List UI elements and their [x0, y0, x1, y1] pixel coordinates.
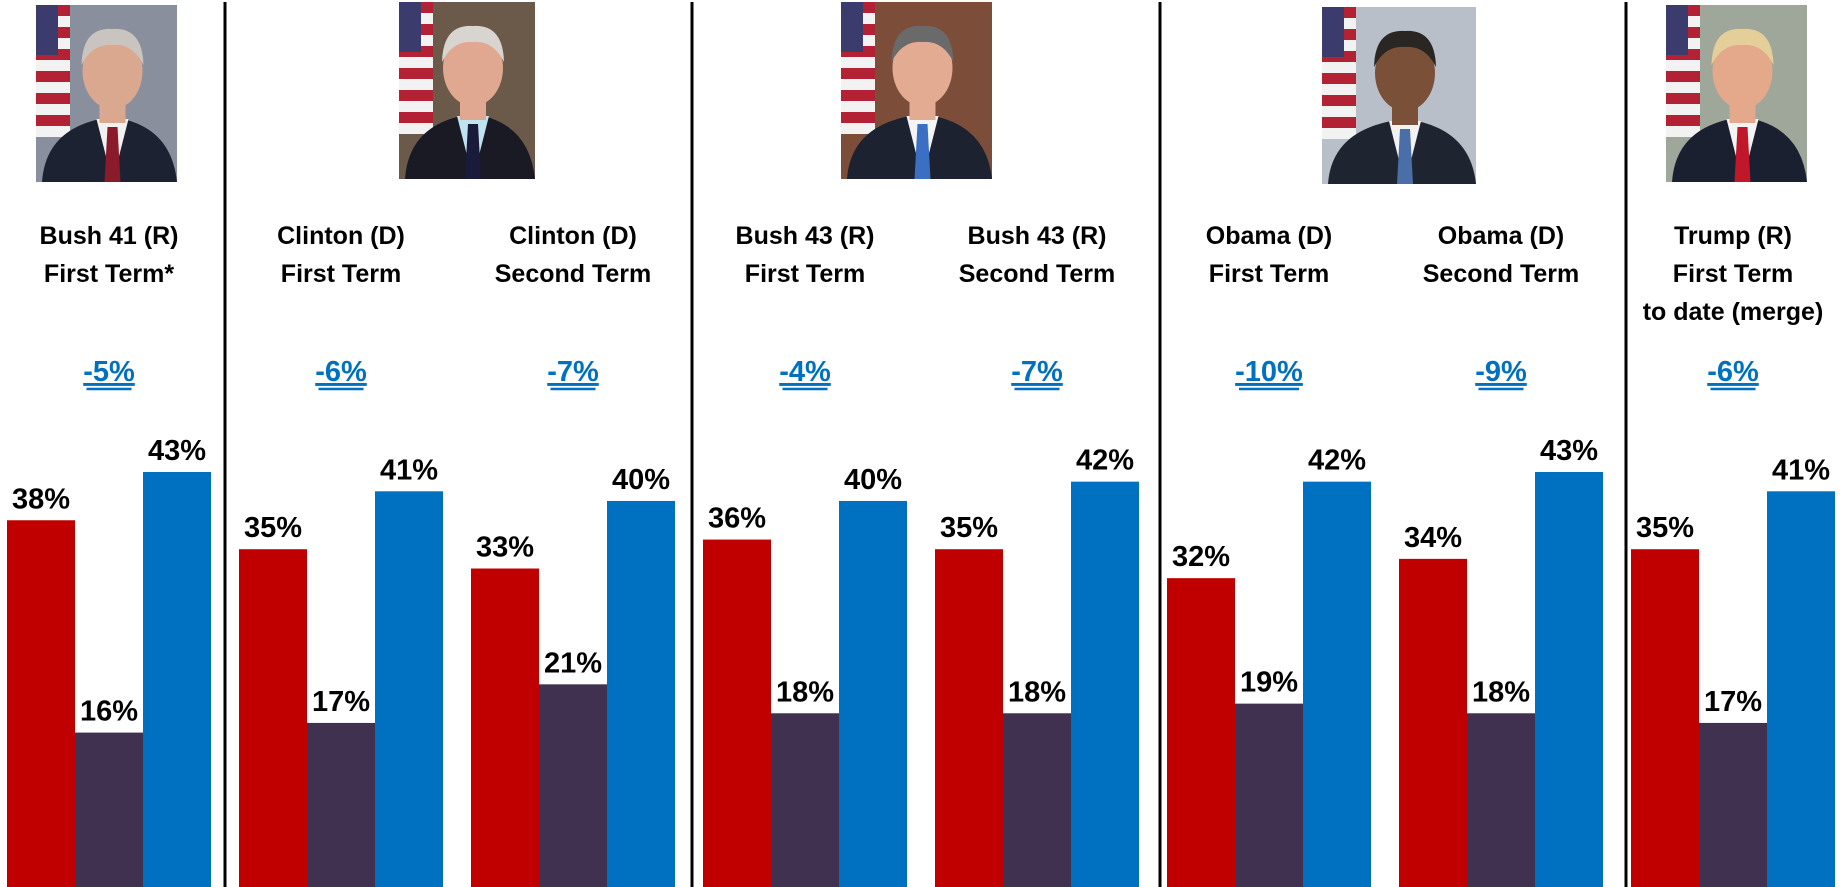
bar	[1071, 481, 1139, 887]
bar	[307, 722, 375, 887]
bar-value-label: 19%	[1240, 667, 1298, 699]
term-group: Trump (R) First Term to date (merge) -6% 35%…	[1631, 222, 1835, 887]
term-label: First Term	[281, 260, 401, 288]
term-group: Clinton (D) First Term -6% 35% 17% 41%	[239, 222, 443, 887]
bar-value-label: 38%	[12, 483, 70, 515]
difference-label: -7%	[1011, 356, 1063, 388]
bar-value-label: 18%	[1472, 676, 1530, 708]
bar	[607, 500, 675, 887]
bar	[75, 732, 143, 887]
difference-label: -9%	[1475, 356, 1527, 388]
portrait-trump-icon	[1666, 5, 1807, 182]
bar	[1003, 713, 1071, 887]
bar-value-label: 35%	[1636, 512, 1694, 544]
term-label: Clinton (D)	[277, 222, 405, 250]
term-label: Bush 43 (R)	[736, 222, 875, 250]
difference-label: -6%	[1707, 356, 1759, 388]
bar-value-label: 40%	[612, 464, 670, 496]
bar	[1167, 578, 1235, 887]
term-label: Second Term	[495, 260, 652, 288]
bar-value-label: 34%	[1404, 522, 1462, 554]
term-label: First Term	[1209, 260, 1329, 288]
bar	[539, 684, 607, 887]
bar-value-label: 35%	[940, 512, 998, 544]
portrait-obama-icon	[1322, 7, 1476, 184]
term-label: Bush 43 (R)	[968, 222, 1107, 250]
bar-value-label: 43%	[1540, 435, 1598, 467]
bar-value-label: 43%	[148, 435, 206, 467]
bar	[7, 520, 75, 887]
difference-label: -10%	[1235, 356, 1303, 388]
bar-value-label: 18%	[776, 676, 834, 708]
bar	[1467, 713, 1535, 887]
bar	[1303, 481, 1371, 887]
bar-value-label: 41%	[380, 454, 438, 486]
term-label: First Term	[1673, 260, 1793, 288]
bar	[1699, 722, 1767, 887]
term-label: Bush 41 (R)	[40, 222, 179, 250]
bar	[1631, 549, 1699, 887]
bar	[143, 472, 211, 887]
term-label: Trump (R)	[1674, 222, 1792, 250]
difference-label: -6%	[315, 356, 367, 388]
bar-value-label: 40%	[844, 464, 902, 496]
term-label: Second Term	[959, 260, 1116, 288]
bar-value-label: 35%	[244, 512, 302, 544]
term-label: to date (merge)	[1643, 298, 1824, 326]
bar-value-label: 16%	[80, 696, 138, 728]
term-group: Obama (D) First Term -10% 32% 19% 42%	[1167, 222, 1371, 887]
bar	[1535, 472, 1603, 887]
bar	[1235, 703, 1303, 887]
bar	[471, 568, 539, 887]
term-group: Bush 41 (R) First Term* -5% 38% 16% 43%	[7, 222, 211, 887]
difference-label: -5%	[83, 356, 135, 388]
portrait-clinton-icon	[399, 2, 535, 179]
bar-value-label: 41%	[1772, 454, 1830, 486]
bar-value-label: 21%	[544, 647, 602, 679]
bar	[1399, 558, 1467, 887]
bar	[239, 549, 307, 887]
term-label: Obama (D)	[1438, 222, 1564, 250]
term-group: Obama (D) Second Term -9% 34% 18% 43%	[1399, 222, 1603, 887]
term-label: Obama (D)	[1206, 222, 1332, 250]
portrait-bush-41-icon	[36, 5, 177, 182]
bar	[375, 491, 443, 887]
term-label: Clinton (D)	[509, 222, 637, 250]
bar-value-label: 18%	[1008, 676, 1066, 708]
bar-value-label: 17%	[312, 686, 370, 718]
bar	[839, 500, 907, 887]
bar	[1767, 491, 1835, 887]
bar-value-label: 33%	[476, 532, 534, 564]
bar	[771, 713, 839, 887]
difference-label: -7%	[547, 356, 599, 388]
term-group: Clinton (D) Second Term -7% 33% 21% 40%	[471, 222, 675, 887]
term-label: First Term	[745, 260, 865, 288]
term-label: Second Term	[1423, 260, 1580, 288]
bar-value-label: 42%	[1076, 445, 1134, 477]
term-group: Bush 43 (R) Second Term -7% 35% 18% 42%	[935, 222, 1139, 887]
bar-value-label: 42%	[1308, 445, 1366, 477]
bar-value-label: 17%	[1704, 686, 1762, 718]
term-group: Bush 43 (R) First Term -4% 36% 18% 40%	[703, 222, 907, 887]
bar	[935, 549, 1003, 887]
bar-value-label: 32%	[1172, 541, 1230, 573]
difference-label: -4%	[779, 356, 831, 388]
portrait-bush-43-icon	[841, 2, 992, 179]
term-label: First Term*	[44, 260, 174, 288]
bar	[703, 539, 771, 887]
bar-value-label: 36%	[708, 503, 766, 535]
